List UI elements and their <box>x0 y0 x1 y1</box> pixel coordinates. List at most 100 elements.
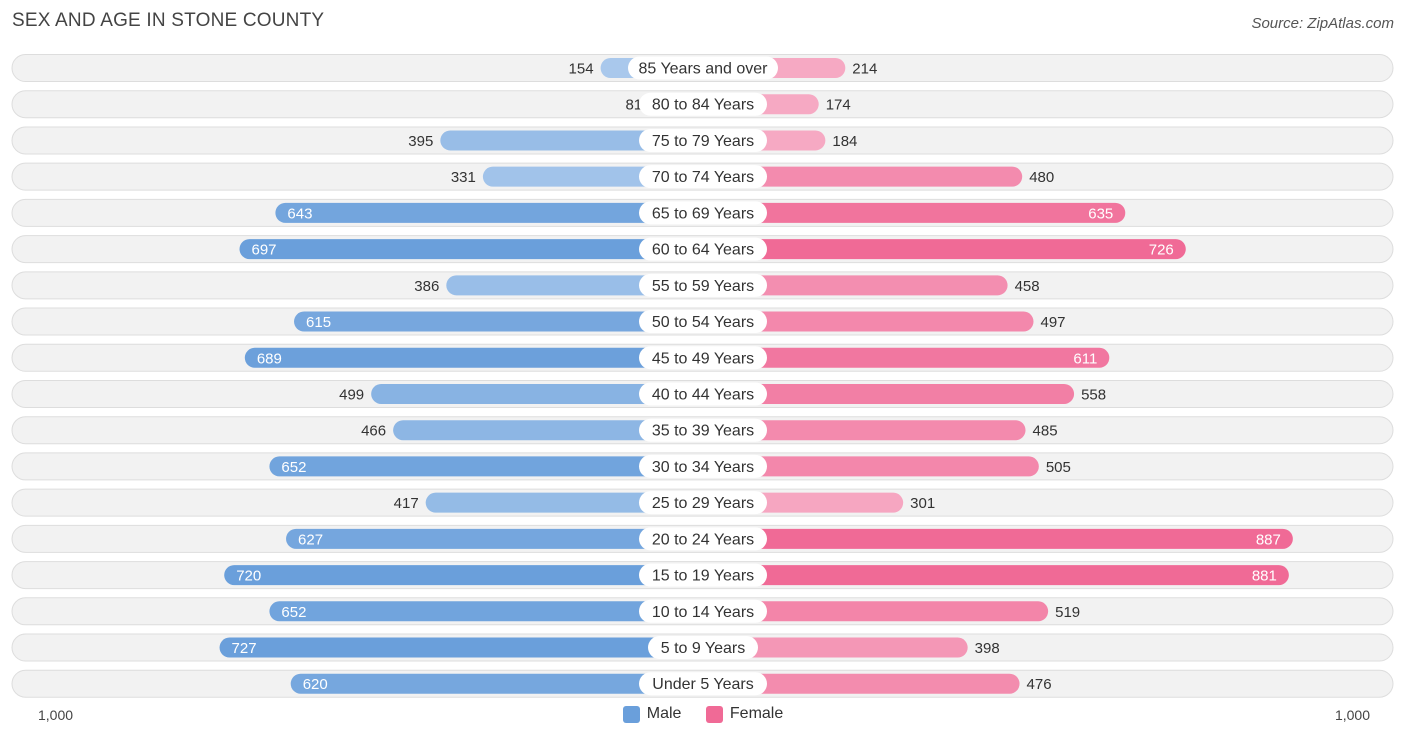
age-row: 627 887 20 to 24 Years <box>11 524 1394 553</box>
age-row: 81 174 80 to 84 Years <box>11 90 1394 119</box>
age-row: 615 497 50 to 54 Years <box>11 307 1394 336</box>
category-pill <box>639 92 767 116</box>
category-pill <box>639 491 767 515</box>
value-label-male: 395 <box>408 133 433 150</box>
bar-female <box>703 420 1026 441</box>
value-label-female: 611 <box>1073 350 1097 367</box>
bar-male <box>239 239 703 260</box>
value-label-male: 499 <box>339 386 364 403</box>
category-pill <box>639 418 767 442</box>
age-row: 331 480 70 to 74 Years <box>11 162 1394 191</box>
value-label-female: 497 <box>1041 314 1066 331</box>
category-label: 25 to 29 Years <box>652 495 754 512</box>
category-label: 30 to 34 Years <box>652 459 754 476</box>
value-label-male: 697 <box>251 242 276 259</box>
category-pill <box>639 563 767 587</box>
source-label: Source: ZipAtlas.com <box>1251 15 1394 32</box>
category-label: 5 to 9 Years <box>661 640 746 657</box>
value-label-male: 386 <box>414 278 439 295</box>
bar-female <box>703 637 968 658</box>
bar-male <box>219 637 704 658</box>
category-label: 20 to 24 Years <box>652 531 754 548</box>
category-label: 45 to 49 Years <box>652 350 754 367</box>
age-row: 652 519 10 to 14 Years <box>11 597 1394 626</box>
bar-female <box>703 383 1075 404</box>
category-pill <box>639 128 767 152</box>
chart-title: SEX AND AGE IN STONE COUNTY <box>12 10 325 31</box>
value-label-male: 154 <box>569 61 594 78</box>
age-row: 417 301 25 to 29 Years <box>11 488 1394 517</box>
value-label-female: 558 <box>1081 386 1106 403</box>
category-label: 65 to 69 Years <box>652 205 754 222</box>
value-label-female: 398 <box>975 640 1000 657</box>
bar-male <box>269 456 703 477</box>
value-label-male: 727 <box>232 640 257 657</box>
value-label-male: 615 <box>306 314 331 331</box>
value-label-male: 652 <box>281 459 306 476</box>
category-label: 80 to 84 Years <box>652 97 754 114</box>
value-label-male: 689 <box>257 350 282 367</box>
axis-label-right: 1,000 <box>1334 707 1370 723</box>
value-label-female: 458 <box>1015 278 1040 295</box>
value-label-female: 184 <box>832 133 857 150</box>
bar-female <box>703 565 1289 586</box>
bar-female <box>703 311 1034 332</box>
legend-label-male: Male <box>646 705 682 722</box>
bar-male <box>440 130 703 151</box>
category-pill <box>639 382 767 406</box>
category-pill <box>639 454 767 478</box>
value-label-female: 887 <box>1256 531 1281 548</box>
bar-male <box>275 202 703 223</box>
bar-male <box>286 528 703 549</box>
age-row: 154 214 85 Years and over <box>11 54 1394 82</box>
category-pill <box>639 165 767 189</box>
legend: Male Female <box>0 705 1406 728</box>
value-label-female: 480 <box>1029 169 1054 186</box>
bar-female <box>703 601 1049 622</box>
legend-label-female: Female <box>729 705 784 722</box>
bar-female <box>703 456 1039 477</box>
value-label-female: 726 <box>1149 242 1174 259</box>
category-pill <box>639 273 767 297</box>
category-pill <box>639 672 767 696</box>
category-pill <box>639 201 767 225</box>
value-label-male: 627 <box>298 531 323 548</box>
bar-male <box>269 601 703 622</box>
age-row: 395 184 75 to 79 Years <box>11 126 1394 155</box>
bar-male <box>393 420 703 441</box>
legend-item-male: Male <box>622 705 682 723</box>
category-label: 15 to 19 Years <box>652 568 754 585</box>
bar-female <box>703 202 1126 223</box>
value-label-female: 519 <box>1055 604 1080 621</box>
bar-male <box>290 673 703 694</box>
category-label: 10 to 14 Years <box>652 604 754 621</box>
value-label-male: 620 <box>303 676 328 693</box>
category-label: 50 to 54 Years <box>652 314 754 331</box>
bar-female <box>703 528 1293 549</box>
legend-item-female: Female <box>705 705 784 723</box>
age-row: 652 505 30 to 34 Years <box>11 452 1394 481</box>
legend-swatch-male <box>622 705 640 723</box>
value-label-male: 643 <box>287 205 312 222</box>
age-row: 720 881 15 to 19 Years <box>11 561 1394 590</box>
category-label: 70 to 74 Years <box>652 169 754 186</box>
value-label-male: 331 <box>451 169 476 186</box>
bar-male <box>425 492 703 513</box>
value-label-female: 174 <box>826 97 851 114</box>
bar-female <box>703 239 1186 260</box>
value-label-female: 635 <box>1088 205 1113 222</box>
value-label-female: 214 <box>852 61 877 78</box>
value-label-male: 417 <box>394 495 419 512</box>
bar-female <box>703 673 1020 694</box>
category-label: 35 to 39 Years <box>652 423 754 440</box>
value-label-male: 81 <box>625 97 642 114</box>
age-row: 620 476 Under 5 Years <box>11 669 1394 698</box>
category-label: Under 5 Years <box>652 676 753 693</box>
value-label-female: 476 <box>1027 676 1052 693</box>
legend-swatch-female <box>705 705 723 723</box>
value-label-female: 301 <box>910 495 935 512</box>
bar-male <box>371 383 703 404</box>
value-label-female: 505 <box>1046 459 1071 476</box>
category-pill <box>639 599 767 623</box>
